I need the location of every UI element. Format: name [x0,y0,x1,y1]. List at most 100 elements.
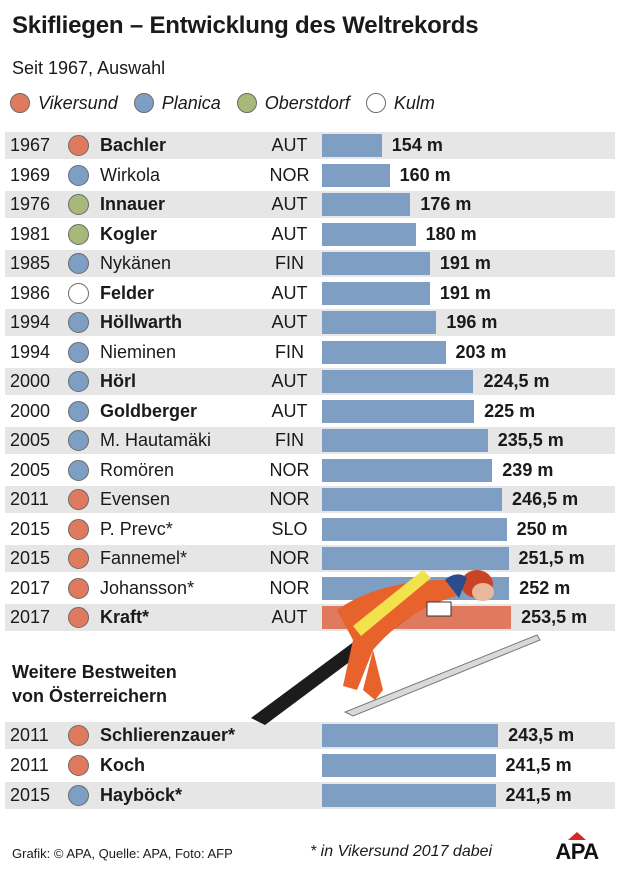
section-title-line1: Weitere Bestweiten [12,662,177,682]
value-label: 225 m [484,400,536,421]
table-row: 1986 Felder AUT 191 m [5,280,615,307]
legend-item-planica: Planica [133,92,221,114]
country-code: AUT [271,135,308,155]
year-label: 1994 [10,312,51,332]
athlete-name: Goldberger [100,400,198,421]
legend-item-oberstdorf: Oberstdorf [236,92,350,114]
value-label: 246,5 m [512,489,579,509]
year-label: 1976 [10,194,51,214]
value-label: 252 m [519,577,571,598]
year-label: 2011 [10,489,49,509]
jumpsuit-body [337,580,457,690]
athlete-name: Nykänen [100,253,172,273]
year-label: 2011 [10,755,49,775]
year-label: 1981 [10,223,51,244]
venue-dot [68,607,89,628]
record-bar [322,724,499,747]
country-code: AUT [271,312,308,332]
table-row: 2000 Goldberger AUT 225 m [5,398,615,425]
record-bar [322,252,430,275]
athlete-name: P. Prevc* [100,518,173,539]
table-row: 1967 Bachler AUT 154 m [5,132,615,159]
venue-dot [68,371,89,392]
value-label: 191 m [439,282,491,303]
venue-dot [68,253,89,274]
table-row: 1994 Nieminen FIN 203 m [5,339,615,366]
table-row: 2011 Schlierenzauer* 243,5 m [5,722,615,749]
value-label: 180 m [425,223,477,244]
country-code: AUT [271,223,308,244]
venue-dot [68,341,89,363]
record-bar [322,163,390,187]
athlete-name: Schlierenzauer* [100,725,236,745]
athlete-name: Innauer [100,194,166,214]
venue-dot [68,785,89,806]
jumpsuit-leg [363,650,383,700]
record-bar [322,340,446,364]
athlete-name: Romören [100,459,175,480]
value-label: 191 m [439,253,491,273]
athlete-name: Kraft* [100,607,150,627]
table-row: 2015 Hayböck* 241,5 m [5,782,615,809]
legend-swatch-oberstdorf [236,93,257,113]
country-code: AUT [271,194,308,214]
value-label: 154 m [391,135,443,155]
shoulder-patch [445,574,467,598]
athlete-name: Kogler [100,223,158,244]
country-code: NOR [269,164,310,185]
record-bar [322,222,416,246]
credit-line: Grafik: © APA, Quelle: APA, Foto: AFP [12,846,233,861]
year-label: 1969 [10,164,51,185]
country-code: AUT [271,607,308,627]
value-label: 203 m [455,341,507,362]
record-bar [322,784,496,807]
table-row: 1985 Nykänen FIN 191 m [5,250,615,277]
value-label: 239 m [502,459,554,480]
table-row: 1981 Kogler AUT 180 m [5,221,615,248]
venue-dot [68,400,89,422]
value-label: 241,5 m [505,755,572,775]
legend-label: Kulm [393,92,435,113]
year-label: 1967 [10,135,51,155]
venue-dot [68,755,89,776]
legend-label: Planica [161,92,221,113]
apa-logo: APA [546,832,608,864]
venue-dot [68,577,89,599]
year-label: 2011 [10,725,49,745]
logo-text: APA [555,839,599,864]
record-bar [322,754,496,777]
value-label: 196 m [446,312,498,332]
athlete-name: Felder [100,282,155,303]
year-label: 2015 [10,785,51,805]
country-code: SLO [271,518,308,539]
athlete-name: Fannemel* [100,548,188,568]
athlete-name: Johansson* [100,577,195,598]
legend-label: Oberstdorf [264,92,350,113]
value-label: 176 m [420,194,472,214]
country-code: NOR [269,577,310,598]
venue-dot [68,282,89,304]
record-bar [322,193,411,216]
year-label: 2000 [10,400,51,421]
venue-dot [68,194,89,215]
legend-label: Vikersund [38,92,118,113]
record-bar [322,281,430,305]
year-label: 2000 [10,371,51,391]
table-row: 1976 Innauer AUT 176 m [5,191,615,218]
record-bar [322,399,475,423]
record-bar [322,134,382,157]
country-code: NOR [269,459,310,480]
year-label: 2005 [10,459,51,480]
country-code: NOR [269,489,310,509]
country-code: FIN [275,430,304,450]
venue-dot [68,518,89,540]
table-row: 2000 Hörl AUT 224,5 m [5,368,615,395]
venue-dot [68,459,89,481]
table-row: 2005 M. Hautamäki FIN 235,5 m [5,427,615,454]
bib-number [426,601,452,617]
value-label: 250 m [516,518,568,539]
athlete-name: Evensen [100,489,171,509]
venue-dot [68,312,89,333]
year-label: 2005 [10,430,51,450]
value-label: 235,5 m [497,430,564,450]
